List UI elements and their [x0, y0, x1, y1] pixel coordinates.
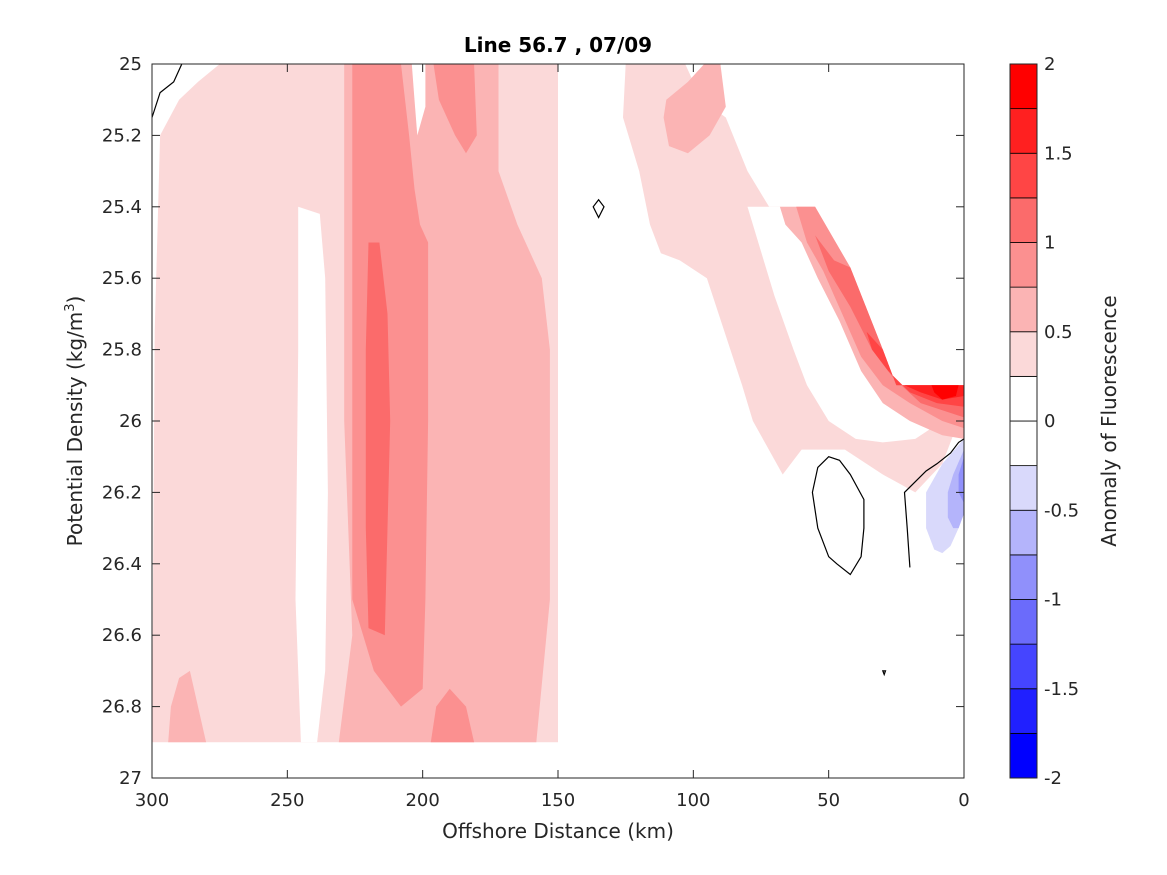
- y-tick-label: 25.8: [102, 340, 142, 361]
- colorbar-frame: [1009, 63, 1038, 779]
- colorbar-bin-7: [1009, 420, 1038, 467]
- colorbar-tick-label: 2: [1044, 54, 1055, 75]
- colorbar-tick-label: -1.5: [1044, 679, 1079, 700]
- zero-contour-line-0: [151, 63, 183, 118]
- y-axis-label-superscript: 3: [63, 303, 78, 311]
- contour-region-7: [365, 242, 391, 636]
- y-axis-label-main: Potential Density (kg/m: [63, 312, 87, 547]
- y-axis-label-close: ): [63, 296, 87, 304]
- x-tick-label: 200: [405, 790, 439, 811]
- colorbar-bin-5: [1009, 509, 1038, 556]
- colorbar-tick-label: -1: [1044, 590, 1062, 611]
- y-tick-label: 25.2: [102, 125, 142, 146]
- contour-region-5: [430, 688, 475, 743]
- x-axis-label: Offshore Distance (km): [442, 819, 674, 843]
- contour-region-6: [168, 670, 207, 743]
- y-tick-label: 26.2: [102, 482, 142, 503]
- colorbar-bin-13: [1009, 152, 1038, 199]
- x-tick-label: 300: [135, 790, 169, 811]
- zero-contour-lines: [151, 63, 965, 677]
- colorbar-tick-label: -0.5: [1044, 500, 1079, 521]
- contour-region-17: [931, 385, 959, 400]
- colorbar-bin-11: [1009, 242, 1038, 288]
- y-tick-label: 27: [119, 768, 142, 789]
- x-tick-label: 250: [270, 790, 304, 811]
- contour-region-1: [295, 206, 328, 743]
- colorbar-tick-label: 1: [1044, 233, 1055, 254]
- contour-region-19: [947, 449, 964, 529]
- x-tick-label: 150: [541, 790, 575, 811]
- colorbar-ticks: 2 1.5 1 0.5 0 -0.5 -1 -1.5 -2: [1044, 54, 1079, 789]
- y-tick-label: 25.4: [102, 197, 142, 218]
- colorbar-bin-2: [1009, 643, 1038, 690]
- colorbar-tick-label: 0: [1044, 411, 1055, 432]
- x-tick-label: 0: [958, 790, 969, 811]
- colorbar-tick-label: 0.5: [1044, 322, 1073, 343]
- contour-region-4: [433, 64, 477, 154]
- colorbar-bin-12: [1009, 197, 1038, 243]
- zero-contour-line-1: [592, 198, 605, 219]
- colorbar-bin-6: [1009, 465, 1038, 511]
- colorbar-bin-10: [1009, 286, 1038, 333]
- y-tick-label: 26.6: [102, 625, 142, 646]
- y-axis-label: Potential Density (kg/m3): [63, 296, 87, 547]
- contour-region-20: [958, 456, 964, 504]
- y-tick-label: 26.4: [102, 554, 142, 575]
- contour-region-8: [411, 64, 426, 136]
- contour-region-13: [796, 206, 964, 429]
- colorbar-bin-9: [1009, 331, 1038, 377]
- colorbar-bin-8: [1009, 375, 1038, 422]
- y-tick-label: 26.8: [102, 697, 142, 718]
- colorbar-bin-14: [1009, 108, 1038, 154]
- colorbar-bin-15: [1009, 63, 1038, 110]
- y-tick-label: 26: [119, 411, 142, 432]
- y-tick-label: 25: [119, 54, 142, 75]
- colorbar-bin-4: [1009, 554, 1038, 600]
- y-axis-ticks: 25 25.2 25.4 25.6 25.8 26 26.2 26.4 26.6 26.8 27: [102, 54, 964, 789]
- zero-contour-line-2: [811, 456, 865, 576]
- colorbar-bin-3: [1009, 599, 1038, 645]
- colorbar-tick-label: 1.5: [1044, 143, 1073, 164]
- x-tick-label: 100: [676, 790, 710, 811]
- chart-title: Line 56.7 , 07/09: [464, 33, 652, 57]
- x-axis-ticks: 300 250 200 150 100 50 0: [135, 64, 970, 811]
- colorbar: [1009, 63, 1038, 779]
- colorbar-label: Anomaly of Fluorescence: [1097, 295, 1121, 546]
- colorbar-tick-label: -2: [1044, 768, 1062, 789]
- y-tick-label: 25.6: [102, 268, 142, 289]
- x-tick-label: 50: [817, 790, 840, 811]
- zero-contour-line-4: [881, 670, 887, 677]
- colorbar-bin-0: [1009, 732, 1038, 779]
- contour-region-14: [815, 235, 964, 418]
- contour-region-11: [663, 64, 726, 154]
- colorbar-bin-1: [1009, 688, 1038, 734]
- zero-contour-line-3: [903, 438, 965, 568]
- contour-fill-regions: [152, 64, 964, 743]
